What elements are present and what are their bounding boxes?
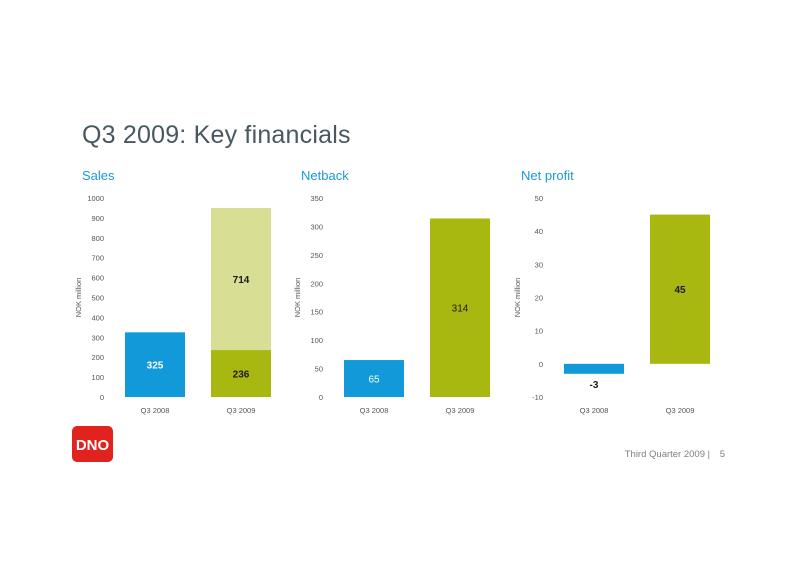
bar [125, 332, 185, 397]
y-axis-label: NOK million [513, 278, 522, 318]
y-tick-label: 40 [535, 227, 543, 236]
dno-logo: DNO [72, 426, 113, 462]
y-tick-label: 600 [91, 274, 104, 283]
y-tick-label: 250 [310, 251, 323, 260]
y-tick-label: 350 [310, 194, 323, 203]
x-tick-label: Q3 2009 [446, 406, 475, 415]
y-tick-label: 100 [310, 336, 323, 345]
y-tick-label: 50 [315, 365, 323, 374]
data-label: -3 [590, 380, 599, 391]
bar [344, 360, 404, 397]
y-tick-label: 100 [91, 373, 104, 382]
y-tick-label: 200 [310, 279, 323, 288]
y-tick-label: 0 [100, 393, 104, 402]
y-tick-label: 1000 [87, 194, 104, 203]
y-tick-label: 300 [310, 222, 323, 231]
y-axis-label: NOK million [74, 278, 83, 318]
y-tick-label: 30 [535, 260, 543, 269]
y-tick-label: 200 [91, 353, 104, 362]
x-tick-label: Q3 2009 [666, 406, 695, 415]
y-tick-label: 20 [535, 294, 543, 303]
chart-title: Sales [82, 168, 115, 183]
chart-title: Net profit [521, 168, 574, 183]
y-tick-label: 0 [319, 393, 323, 402]
logo-text: DNO [76, 437, 110, 454]
x-tick-label: Q3 2008 [360, 406, 389, 415]
footer-text: Third Quarter 2009 [624, 449, 705, 460]
data-label: 45 [674, 285, 686, 296]
data-label: 236 [233, 370, 250, 381]
y-tick-label: 150 [310, 308, 323, 317]
page-number: 5 [719, 449, 725, 460]
data-label: 314 [452, 304, 469, 315]
data-label: 714 [233, 275, 250, 286]
y-tick-label: 500 [91, 294, 104, 303]
y-tick-label: 400 [91, 313, 104, 322]
y-axis-label: NOK million [293, 278, 302, 318]
bar [650, 214, 710, 364]
data-label: 325 [147, 361, 164, 372]
y-tick-label: 0 [539, 360, 543, 369]
data-label: 65 [368, 375, 380, 386]
x-tick-label: Q3 2008 [141, 406, 170, 415]
y-tick-label: -10 [532, 393, 543, 402]
bar [564, 363, 624, 374]
y-tick-label: 800 [91, 234, 104, 243]
x-tick-label: Q3 2008 [580, 406, 609, 415]
y-tick-label: 50 [535, 194, 543, 203]
y-tick-label: 300 [91, 333, 104, 342]
chart-title: Netback [301, 168, 349, 183]
x-tick-label: Q3 2009 [227, 406, 256, 415]
bar [430, 218, 490, 397]
footer-separator: | [707, 449, 710, 460]
y-tick-label: 700 [91, 254, 104, 263]
bar [211, 207, 271, 351]
y-tick-label: 900 [91, 214, 104, 223]
bar [211, 350, 271, 397]
page-title: Q3 2009: Key financials [82, 121, 351, 149]
y-tick-label: 10 [535, 327, 543, 336]
